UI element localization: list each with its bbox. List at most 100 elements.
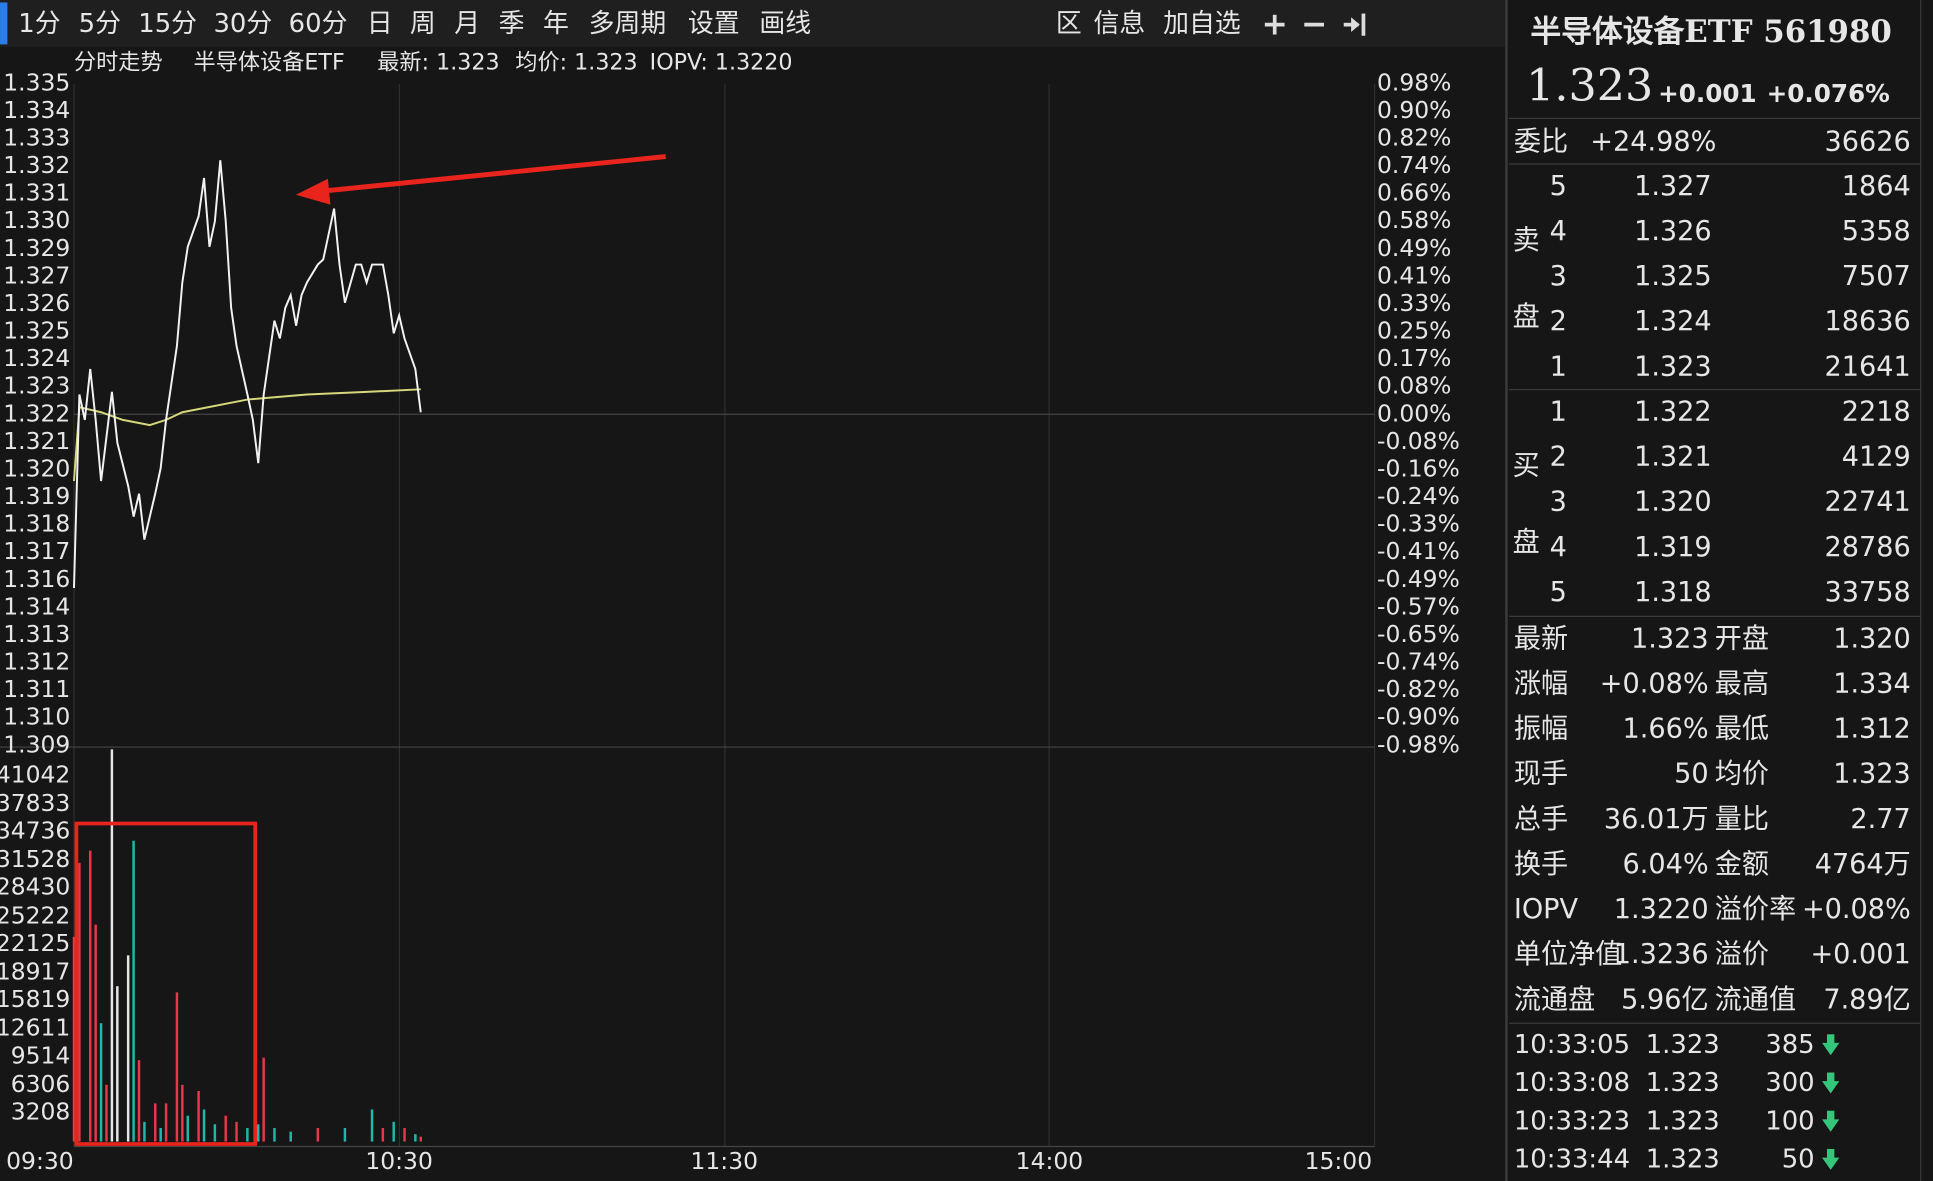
- volume-bar: [137, 1060, 141, 1142]
- volume-axis-label: 12611: [0, 1014, 70, 1042]
- toolbar-tab[interactable]: 1分: [18, 9, 60, 39]
- stat-value: 4764万: [1815, 849, 1911, 880]
- price-axis-label: 1.326: [3, 289, 70, 317]
- toolbar-action[interactable]: 区: [1056, 9, 1082, 39]
- toolbar-tab[interactable]: 月: [454, 9, 480, 39]
- volume-bar: [186, 1115, 190, 1142]
- stat-label: 流通值: [1715, 984, 1796, 1015]
- price-axis-label: 1.327: [3, 261, 70, 289]
- toolbar-tab[interactable]: 设置: [688, 9, 740, 39]
- book-price: 1.326: [1634, 216, 1712, 247]
- toolbar-tab[interactable]: 日: [367, 9, 393, 39]
- pct-axis-label: 0.66%: [1377, 179, 1451, 207]
- toolbar-tab[interactable]: 60分: [289, 9, 348, 39]
- volume-bar: [181, 1084, 184, 1142]
- book-price: 1.321: [1634, 442, 1712, 473]
- volume-bar: [78, 862, 81, 1142]
- volume-bar: [392, 1121, 395, 1142]
- volume-bar: [94, 924, 97, 1142]
- book-volume: 21641: [1825, 351, 1911, 382]
- toolbar-tab[interactable]: 画线: [759, 9, 811, 39]
- annotation-box: [74, 821, 258, 1146]
- down-arrow: [1822, 1081, 1840, 1094]
- volume-bar: [370, 1109, 374, 1142]
- toolbar-tab[interactable]: 5分: [79, 9, 121, 39]
- book-price: 1.319: [1634, 532, 1712, 563]
- price-axis-label: 1.335: [3, 68, 70, 96]
- pct-axis-label: -0.98%: [1377, 730, 1460, 758]
- active-indicator: [0, 2, 8, 45]
- price-axis-label: 1.312: [3, 648, 70, 676]
- volume-bar: [343, 1128, 347, 1142]
- stat-value: 36.01万: [1604, 804, 1709, 835]
- volume-axis-label: 41042: [0, 760, 70, 788]
- volume-bar: [132, 840, 135, 1142]
- toolbar-tab[interactable]: 年: [543, 9, 569, 39]
- toolbar-tab[interactable]: 周: [410, 9, 436, 39]
- volume-bar: [88, 850, 92, 1142]
- volume-bar: [126, 955, 130, 1142]
- stat-label: 溢价率: [1715, 894, 1796, 925]
- stat-value: 1.66%: [1623, 714, 1709, 745]
- trade-volume: 100: [1765, 1106, 1814, 1136]
- stat-label: 现手: [1514, 759, 1568, 790]
- book-level: 1: [1550, 351, 1567, 382]
- pct-axis-label: 0.49%: [1377, 234, 1451, 262]
- book-price: 1.320: [1634, 487, 1712, 518]
- price-axis-label: 1.332: [3, 151, 70, 179]
- down-arrow-stem: [1826, 1072, 1835, 1083]
- ratio-diff: 36626: [1825, 127, 1911, 158]
- stat-label: 最高: [1715, 668, 1769, 699]
- volume-bar: [256, 1124, 260, 1142]
- book-volume: 18636: [1825, 306, 1911, 337]
- pct-axis-label: -0.90%: [1377, 703, 1460, 731]
- book-volume: 2218: [1842, 396, 1911, 427]
- toolbar-action[interactable]: 信息: [1093, 9, 1145, 39]
- book-volume: 5358: [1842, 216, 1911, 247]
- panel-lines: [1508, 0, 1922, 1181]
- down-arrow-stem: [1826, 1034, 1835, 1045]
- time-axis-label: 09:30: [6, 1147, 73, 1175]
- stat-label: 换手: [1514, 849, 1568, 880]
- book-price: 1.324: [1634, 306, 1712, 337]
- book-level: 4: [1550, 216, 1567, 247]
- book-price: 1.323: [1634, 351, 1712, 382]
- trade-volume: 300: [1765, 1068, 1814, 1098]
- pct-axis-label: 0.74%: [1377, 151, 1451, 179]
- volume-bar: [381, 1128, 385, 1142]
- side-label: 卖: [1513, 225, 1540, 256]
- book-level: 2: [1550, 442, 1567, 473]
- toolbar-action[interactable]: 加自选: [1163, 9, 1241, 39]
- volume-axis-label: 22125: [0, 929, 70, 957]
- book-price: 1.322: [1634, 396, 1712, 427]
- side-label: 盘: [1513, 302, 1540, 333]
- volume-axis-label: 37833: [0, 789, 70, 817]
- pct-axis-label: 0.33%: [1377, 289, 1451, 317]
- stat-label: 量比: [1715, 804, 1769, 835]
- volume-bar: [116, 986, 119, 1142]
- volume-bar: [262, 1057, 265, 1142]
- toolbar-tab[interactable]: 30分: [213, 9, 272, 39]
- collapse-icon[interactable]: [1351, 17, 1360, 33]
- volume-bar: [202, 1109, 206, 1142]
- price-axis-label: 1.323: [3, 372, 70, 400]
- trade-time: 10:33:23: [1514, 1106, 1630, 1136]
- annotation-arrowhead: [295, 178, 331, 205]
- stat-label: 金额: [1715, 849, 1769, 880]
- book-volume: 28786: [1825, 532, 1911, 563]
- volume-bar: [403, 1128, 406, 1142]
- toolbar-tab[interactable]: 多周期: [589, 9, 667, 39]
- stat-label: 总手: [1514, 804, 1568, 835]
- toolbar-tab[interactable]: 季: [499, 9, 525, 39]
- toolbar-tab[interactable]: 15分: [138, 9, 197, 39]
- time-axis-label: 11:30: [691, 1147, 758, 1175]
- trade-time: 10:33:44: [1514, 1145, 1630, 1175]
- volume-axis-label: 15819: [0, 985, 70, 1013]
- side-label: 买: [1513, 451, 1540, 482]
- price-axis-label: 1.331: [3, 179, 70, 207]
- book-level: 4: [1550, 532, 1567, 563]
- price-axis-label: 1.330: [3, 206, 70, 234]
- ratio-value: +24.98%: [1590, 127, 1716, 158]
- time-axis-label: 14:00: [1016, 1147, 1083, 1175]
- book-volume: 33758: [1825, 577, 1911, 608]
